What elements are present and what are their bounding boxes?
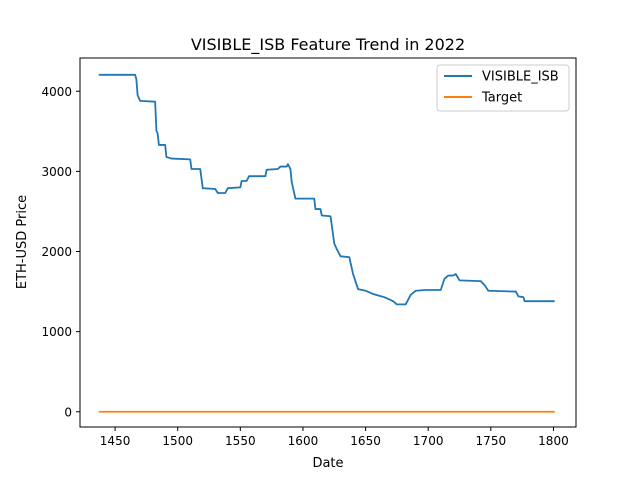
y-tick-label: 2000 [41,245,72,259]
series-line-visible-isb [98,73,555,306]
x-tick-label: 1750 [476,434,507,448]
x-tick-label: 1450 [100,434,131,448]
legend: VISIBLE_ISB Target [436,64,570,112]
y-axis-label: ETH-USD Price [15,195,30,289]
legend-label-target: Target [481,91,522,106]
x-tick-label: 1600 [288,434,319,448]
x-tick-label: 1800 [538,434,569,448]
plot-area: 1450 1500 1550 1600 1650 1700 1750 1800 0 1000 200… [41,73,569,448]
y-tick-label: 1000 [41,325,72,339]
x-tick-label: 1550 [225,434,256,448]
x-tick-label: 1500 [162,434,193,448]
y-tick-label: 4000 [41,85,72,99]
x-tick-label: 1700 [413,434,444,448]
y-tick-label: 0 [64,405,72,419]
y-tick-label: 3000 [41,165,72,179]
x-tick-label: 1650 [350,434,381,448]
plot-frame [79,57,577,428]
chart-title: VISIBLE_ISB Feature Trend in 2022 [191,35,465,55]
x-axis-label: Date [312,456,343,471]
legend-label-visible-isb: VISIBLE_ISB [482,70,559,85]
